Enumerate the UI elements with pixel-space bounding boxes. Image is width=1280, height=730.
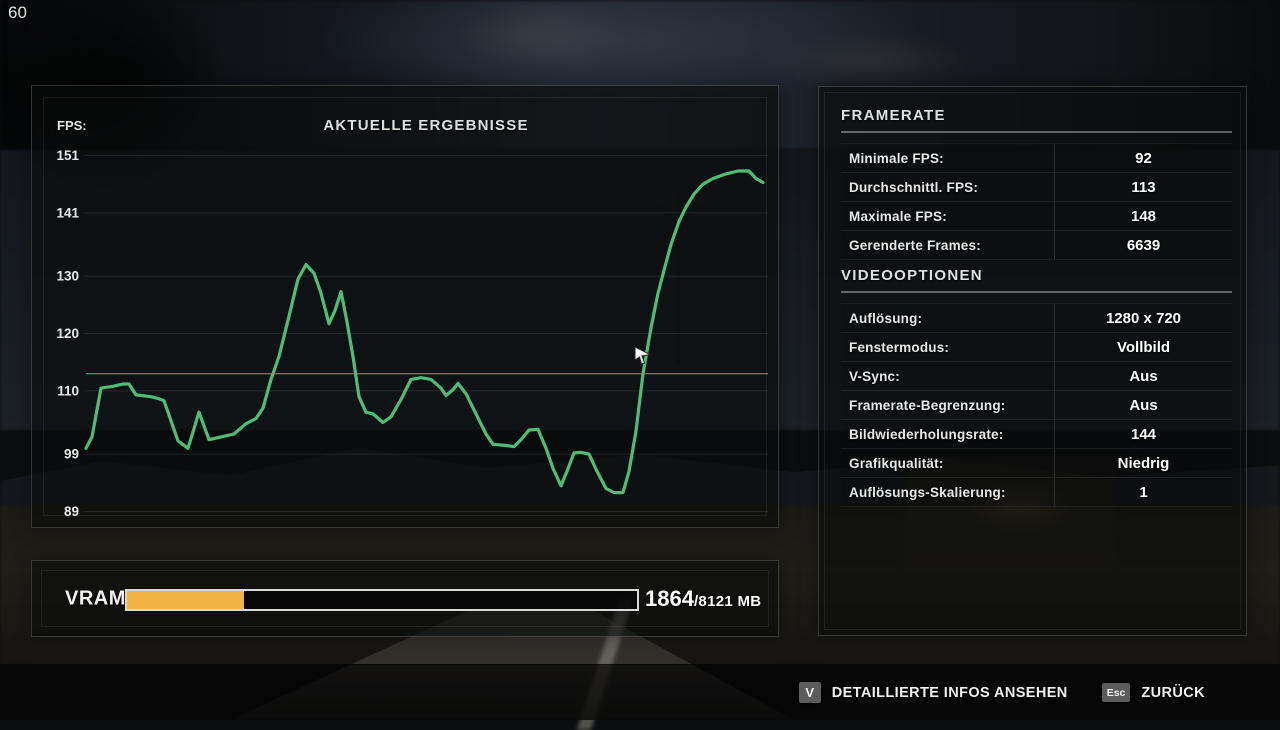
stat-value: 1280 x 720 xyxy=(1105,309,1182,327)
key-badge-esc-icon: Esc xyxy=(1101,683,1131,702)
fps-line-chart: 151 141 130 120 110 99 89 xyxy=(56,148,768,519)
stat-row: Minimale FPS: 92 xyxy=(841,144,1232,173)
y-tick-label: 110 xyxy=(57,383,79,398)
vram-label: VRAM xyxy=(65,587,126,609)
action-v[interactable]: V DETAILLIERTE INFOS ANSEHEN xyxy=(798,682,1068,703)
framerate-table: Minimale FPS: 92 Durchschnittl. FPS: 113 Max… xyxy=(841,143,1232,260)
action-label: ZURÜCK xyxy=(1141,684,1205,701)
y-tick-label: 130 xyxy=(56,269,79,284)
stat-value: 144 xyxy=(1130,425,1157,443)
stat-row: V-Sync: Aus xyxy=(841,362,1232,391)
stat-value: 113 xyxy=(1131,178,1156,196)
mouse-cursor-icon xyxy=(634,346,652,365)
action-prompts: V DETAILLIERTE INFOS ANSEHEN Esc ZURÜCK xyxy=(798,682,1205,703)
stat-row: Grafikqualität: Niedrig xyxy=(841,449,1232,478)
stat-label: Minimale FPS: xyxy=(841,144,1055,172)
stat-row: Framerate-Begrenzung: Aus xyxy=(841,391,1232,420)
vram-usage-text: 1864/8121 MB xyxy=(645,586,761,612)
stat-value: 1 xyxy=(1139,483,1148,501)
stat-label: Bildwiederholungsrate: xyxy=(841,420,1055,448)
stat-label: Maximale FPS: xyxy=(841,202,1055,230)
stat-row: Fenstermodus: Vollbild xyxy=(841,333,1232,362)
stat-value: 6639 xyxy=(1126,236,1161,254)
fps-series-line xyxy=(84,169,765,495)
stat-label: Auflösung: xyxy=(841,304,1055,332)
stat-label: Gerenderte Frames: xyxy=(841,231,1055,259)
stat-label: Fenstermodus: xyxy=(841,333,1055,361)
stat-value: Aus xyxy=(1129,367,1158,385)
video-options-section-header: VIDEOOPTIONEN xyxy=(841,267,1232,293)
stat-row: Durchschnittl. FPS: 113 xyxy=(841,173,1232,202)
stat-row: Bildwiederholungsrate: 144 xyxy=(841,420,1232,449)
results-title: AKTUELLE ERGEBNISSE xyxy=(323,117,529,134)
stat-value: 148 xyxy=(1130,207,1157,225)
stat-label: Auflösungs-Skalierung: xyxy=(841,478,1055,506)
stat-row: Maximale FPS: 148 xyxy=(841,202,1232,231)
stat-row: Gerenderte Frames: 6639 xyxy=(841,231,1232,260)
y-tick-label: 141 xyxy=(56,205,79,220)
stat-value: Vollbild xyxy=(1116,338,1171,356)
y-tick-label: 120 xyxy=(56,326,79,341)
bottom-bar: V DETAILLIERTE INFOS ANSEHEN Esc ZURÜCK xyxy=(0,665,1280,720)
stat-value: Aus xyxy=(1129,396,1158,414)
key-badge-v-icon: V xyxy=(798,682,821,703)
info-panel: FRAMERATE Minimale FPS: 92 Durchschnittl. … xyxy=(818,86,1247,636)
stat-label: Grafikqualität: xyxy=(841,449,1055,477)
framerate-section-header: FRAMERATE xyxy=(841,107,1232,133)
video-options-table: Auflösung: 1280 x 720 Fenstermodus: Vollbil… xyxy=(841,303,1232,507)
vram-used-value: 1864 xyxy=(645,585,694,611)
fps-counter: 60 xyxy=(8,3,27,22)
action-esc[interactable]: Esc ZURÜCK xyxy=(1101,683,1205,702)
y-tick-label: 151 xyxy=(56,148,79,163)
fps-axis-label: FPS: xyxy=(57,118,87,133)
stat-label: V-Sync: xyxy=(841,362,1055,390)
stat-value: Niedrig xyxy=(1117,454,1170,472)
stat-label: Framerate-Begrenzung: xyxy=(841,391,1055,419)
stat-label: Durchschnittl. FPS: xyxy=(841,173,1055,201)
stat-row: Auflösung: 1280 x 720 xyxy=(841,304,1232,333)
y-tick-label: 99 xyxy=(64,447,79,462)
stat-value: 92 xyxy=(1135,149,1152,167)
results-panel: AKTUELLE ERGEBNISSE FPS: 151 141 130 120 110… xyxy=(31,85,779,528)
stat-row: Auflösungs-Skalierung: 1 xyxy=(841,478,1232,507)
vram-panel: VRAM 1864/8121 MB xyxy=(31,560,779,637)
vram-bar-fill xyxy=(127,591,245,609)
vram-usage-bar xyxy=(125,589,639,611)
vram-total-value: /8121 MB xyxy=(693,592,762,610)
y-tick-label: 89 xyxy=(64,504,79,519)
action-label: DETAILLIERTE INFOS ANSEHEN xyxy=(831,684,1068,701)
